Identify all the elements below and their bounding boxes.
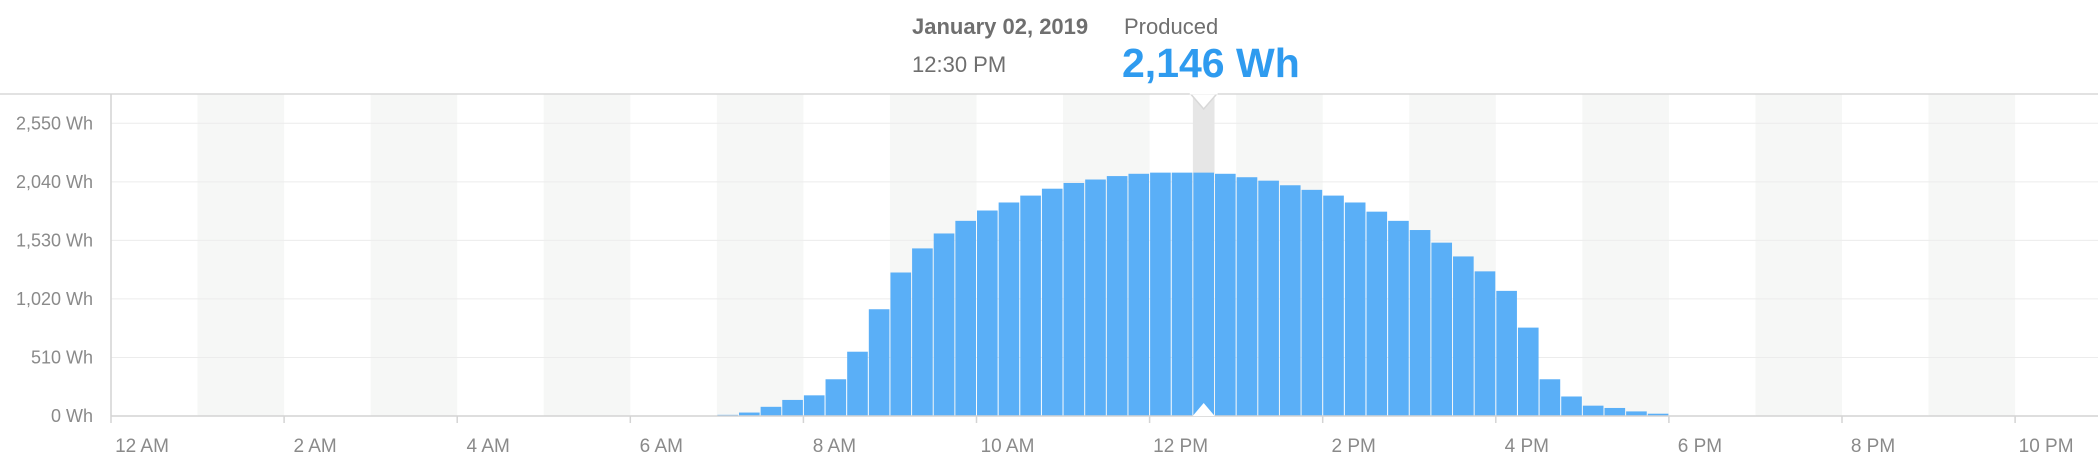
bar [868,309,890,416]
bar [1647,413,1669,416]
bar [933,233,955,416]
bar [977,210,998,416]
hour-stripe [1755,94,1842,416]
bar [1128,173,1150,416]
bar [1344,202,1366,416]
bar [1474,271,1496,416]
x-tick-label: 8 PM [1851,436,1895,457]
x-tick-label: 10 AM [981,436,1035,457]
bar [1063,182,1085,416]
hour-stripe [370,94,458,416]
bar [912,248,933,416]
tooltip-date: January 02, 2019 [912,14,1089,39]
tooltip-label: Produced [1124,14,1219,39]
hour-stripe [1582,94,1669,416]
bar [782,399,803,416]
bar [1236,177,1258,416]
x-tick-label: 12 PM [1153,436,1208,457]
bar [1517,327,1539,416]
bar [890,272,912,416]
hour-stripe [543,94,631,416]
x-tick-label: 4 AM [467,436,510,457]
bar [1539,379,1561,416]
tooltip-value: 2,146 Wh [1122,40,1300,86]
bar [1258,180,1279,416]
bar [1453,256,1474,416]
y-tick-label: 0 Wh [51,406,93,426]
bar [1041,188,1063,416]
bar [1496,290,1517,416]
bar [1215,173,1236,416]
bar [1301,189,1323,416]
bar [803,395,825,416]
x-tick-label: 12 AM [115,436,169,457]
bar [1171,172,1193,416]
bar [998,202,1020,416]
bar [847,351,868,416]
hour-stripe [1928,94,2016,416]
bar [760,406,782,416]
y-tick-label: 1,020 Wh [16,289,93,309]
bar [1085,179,1106,416]
y-tick-label: 510 Wh [31,347,93,367]
x-tick-label: 8 AM [813,436,856,457]
x-tick-label: 10 PM [2019,436,2074,457]
bar [1626,411,1647,416]
x-tick-label: 4 PM [1505,436,1549,457]
x-tick-label: 6 PM [1678,436,1722,457]
bar [1388,220,1409,416]
bar [1150,172,1171,416]
bar [1106,176,1128,416]
bar [1604,407,1626,416]
y-tick-label: 2,550 Wh [16,113,93,133]
bar [1279,185,1301,416]
hover-marker [1192,403,1215,416]
bar [1431,242,1453,416]
bar [1193,172,1215,416]
bar [1409,230,1431,416]
bar [738,412,760,416]
bar [1561,396,1582,416]
y-tick-label: 1,530 Wh [16,230,93,250]
bar [1323,195,1344,416]
bar [955,220,976,416]
hour-stripe [197,94,285,416]
x-tick-label: 6 AM [640,436,683,457]
tooltip-time: 12:30 PM [912,52,1007,77]
y-tick-label: 2,040 Wh [16,172,93,192]
bar [1366,211,1388,416]
bar [825,379,847,416]
x-tick-label: 2 PM [1332,436,1376,457]
hour-stripe [716,94,804,416]
x-tick-label: 2 AM [293,436,336,457]
bar [1582,405,1604,416]
bar [1020,195,1041,416]
